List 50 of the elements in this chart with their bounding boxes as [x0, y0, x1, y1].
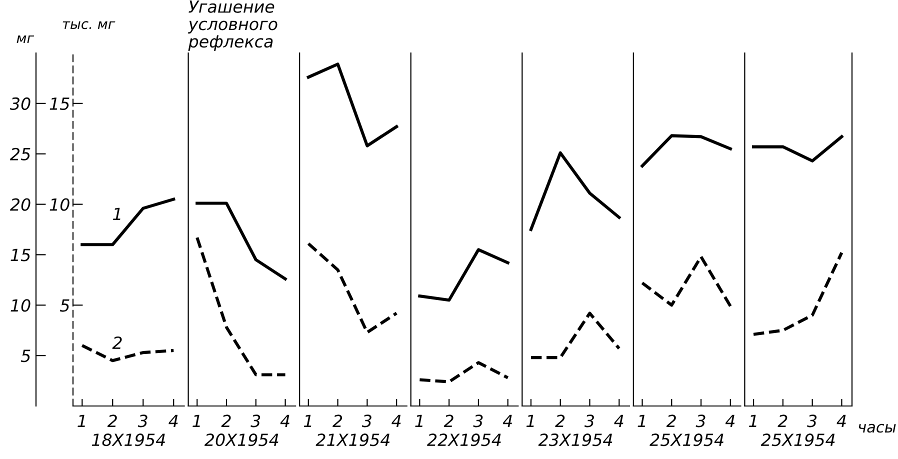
x-tick-label: 3: [584, 414, 594, 428]
x-axis-title: 23X1954: [538, 434, 612, 446]
x-tick-label: 1: [304, 414, 312, 427]
x-tick-label: 3: [696, 414, 706, 428]
x-tick-label: 2: [107, 414, 117, 427]
x-axis-title: 18X1954: [92, 434, 165, 446]
x-tick-label: 4: [836, 414, 846, 427]
y2-tick-label: 5: [60, 299, 70, 312]
x-tick-label: 4: [614, 414, 624, 427]
x-tick-label: 1: [415, 414, 422, 427]
x-tick-label: 3: [250, 414, 260, 428]
annotation: 2: [112, 336, 122, 349]
x-tick-label: 4: [168, 414, 178, 427]
x-tick-label: 2: [555, 414, 565, 427]
x-tick-label: 1: [526, 414, 534, 427]
chart-title: Угашение условного рефлекса: [188, 0, 278, 51]
x-axis-title: 21X1954: [316, 434, 390, 446]
x-tick-label: 3: [807, 414, 817, 428]
x-tick-label: 4: [280, 414, 290, 427]
x-tick-label: 1: [78, 414, 85, 427]
y-tick-label: 15: [10, 248, 30, 262]
y-tick-label: 30: [10, 97, 30, 110]
y2-axis-title: тыс. мг: [62, 21, 116, 30]
y2-tick-label: 10: [50, 198, 70, 211]
x-tick-label: 3: [362, 414, 372, 428]
x-tick-label: 1: [192, 414, 200, 427]
x-tick-label: 1: [638, 414, 646, 427]
x-axis-title: 25X1954: [650, 434, 724, 446]
x-axis-title: 20X1954: [204, 434, 278, 446]
x-axis-title: 25X1954: [760, 434, 835, 446]
x-tick-label: 4: [502, 414, 512, 427]
x-tick-label: 2: [444, 414, 454, 427]
y-tick-label: 25: [10, 148, 30, 160]
y2-tick-label: 15: [50, 98, 70, 110]
y-tick-label: 20: [10, 198, 30, 211]
annotation: 1: [113, 208, 120, 220]
y-tick-label: 5: [20, 350, 30, 362]
x-tick-label: 1: [749, 414, 756, 427]
x-tick-label: 3: [138, 414, 148, 428]
y-axis-title: мг: [16, 35, 34, 44]
y-tick-label: 10: [10, 299, 30, 312]
x-tick-label: 2: [666, 414, 676, 427]
x-tick-label: 2: [221, 414, 231, 427]
x-tick-label: 2: [778, 414, 788, 427]
x-axis-title: 22X1954: [427, 434, 501, 446]
x-tick-label: 3: [473, 414, 483, 428]
x-tick-label: 4: [392, 414, 401, 427]
x-tick-label: 2: [332, 414, 342, 427]
text: часы: [858, 424, 896, 433]
x-tick-label: 4: [725, 414, 735, 427]
